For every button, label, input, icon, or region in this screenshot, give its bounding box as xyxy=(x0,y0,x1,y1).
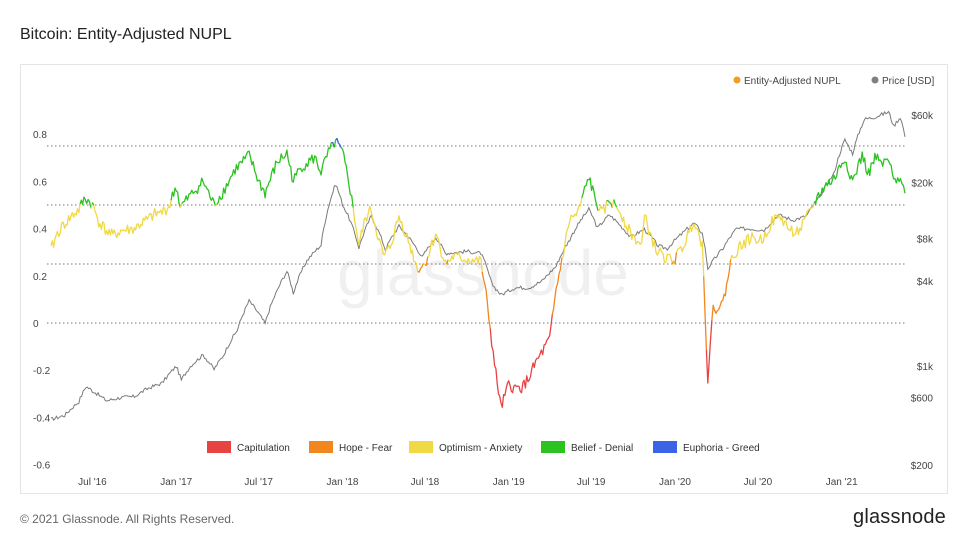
zone-legend-swatch[interactable] xyxy=(409,441,433,453)
nupl-segment xyxy=(581,177,599,211)
zone-legend-swatch[interactable] xyxy=(309,441,333,453)
nupl-segment xyxy=(333,139,337,148)
nupl-segment xyxy=(489,314,553,408)
nupl-segment xyxy=(597,200,608,214)
nupl-segment xyxy=(331,141,335,148)
zone-legend-label[interactable]: Hope - Fear xyxy=(339,443,393,454)
nupl-segment xyxy=(216,142,332,205)
zone-legend-label[interactable]: Capitulation xyxy=(237,443,290,454)
left-axis-tick: -0.6 xyxy=(33,461,51,472)
nupl-segment xyxy=(611,199,615,209)
right-axis-tick: $20k xyxy=(911,178,934,189)
left-axis-tick: 0.4 xyxy=(33,225,47,236)
nupl-segment xyxy=(93,200,172,239)
nupl-segment xyxy=(551,257,563,315)
nupl-segment xyxy=(352,205,419,272)
nupl-segment xyxy=(170,187,182,208)
nupl-segment xyxy=(613,199,618,208)
x-axis-tick: Jul '19 xyxy=(577,477,606,488)
nupl-segment xyxy=(711,259,732,321)
chart-panel: glassnode 0.8 0.6 0.4 0.2 0 -0.2 -0.4 -0.6 $60k… xyxy=(20,64,948,494)
nupl-chart: glassnode 0.80.60.40.20-0.2-0.4-0.6 $60k… xyxy=(33,76,934,488)
x-axis-tick: Jan '18 xyxy=(327,477,359,488)
copyright: © 2021 Glassnode. All Rights Reserved. xyxy=(20,512,235,526)
left-axis-tick: 0 xyxy=(33,319,39,330)
nupl-segment xyxy=(50,203,81,248)
nupl-segment xyxy=(214,204,218,207)
left-axis-tick: 0.8 xyxy=(33,130,47,141)
nupl-segment xyxy=(674,252,678,265)
nupl-segment xyxy=(181,177,217,207)
top-legend-label: Price [USD] xyxy=(882,76,934,87)
right-axis-tick: $8k xyxy=(917,235,934,246)
x-axis-tick: Jul '20 xyxy=(744,477,773,488)
nupl-segment xyxy=(417,262,425,273)
nupl-segment xyxy=(424,256,429,266)
nupl-segment xyxy=(422,262,426,266)
x-axis-tick: Jul '17 xyxy=(244,477,273,488)
nupl-segment xyxy=(79,196,92,209)
x-axis-tick: Jan '21 xyxy=(826,477,858,488)
top-legend-marker xyxy=(733,76,741,84)
right-axis-tick: $200 xyxy=(911,461,934,472)
chart-title: Bitcoin: Entity-Adjusted NUPL xyxy=(20,26,232,43)
right-axis-tick: $1k xyxy=(917,362,934,373)
left-axis-tick: -0.4 xyxy=(33,413,51,424)
nupl-segment xyxy=(179,203,183,208)
nupl-segment xyxy=(675,223,705,277)
right-axis-tick: $600 xyxy=(911,394,934,405)
nupl-segment xyxy=(427,233,448,265)
nupl-segment xyxy=(606,199,613,209)
nupl-segment xyxy=(705,320,713,384)
nupl-segment xyxy=(729,201,815,260)
zone-legend-swatch[interactable] xyxy=(653,441,677,453)
nupl-segment xyxy=(91,202,95,206)
x-axis-tick: Jul '18 xyxy=(411,477,440,488)
nupl-segment xyxy=(447,252,483,272)
nupl-segment xyxy=(446,259,449,265)
nupl-segment xyxy=(813,151,906,205)
x-axis-tick: Jul '16 xyxy=(78,477,107,488)
nupl-segment xyxy=(616,206,674,265)
right-axis-tick: $60k xyxy=(911,111,934,122)
nupl-segment xyxy=(561,197,583,259)
nupl-segment xyxy=(703,276,708,350)
nupl-segment xyxy=(335,137,342,148)
zone-legend-swatch[interactable] xyxy=(541,441,565,453)
left-axis-tick: 0.2 xyxy=(33,272,47,283)
price-line xyxy=(50,110,906,422)
nupl-segment xyxy=(481,271,491,329)
zone-legend-label[interactable]: Euphoria - Greed xyxy=(683,443,760,454)
zone-legend-swatch[interactable] xyxy=(207,441,231,453)
x-axis-tick: Jan '17 xyxy=(160,477,192,488)
zone-legend-label[interactable]: Belief - Denial xyxy=(571,443,633,454)
left-axis-tick: -0.2 xyxy=(33,366,51,377)
left-axis-tick: 0.6 xyxy=(33,177,47,188)
x-axis-tick: Jan '20 xyxy=(659,477,691,488)
x-axis-tick: Jan '19 xyxy=(493,477,525,488)
brand-logo: glassnode xyxy=(853,506,946,528)
right-axis-tick: $4k xyxy=(917,277,934,288)
nupl-segment xyxy=(340,147,354,208)
zone-legend-label[interactable]: Optimism - Anxiety xyxy=(439,443,522,454)
top-legend-label: Entity-Adjusted NUPL xyxy=(744,76,841,87)
top-legend-marker xyxy=(871,76,879,84)
